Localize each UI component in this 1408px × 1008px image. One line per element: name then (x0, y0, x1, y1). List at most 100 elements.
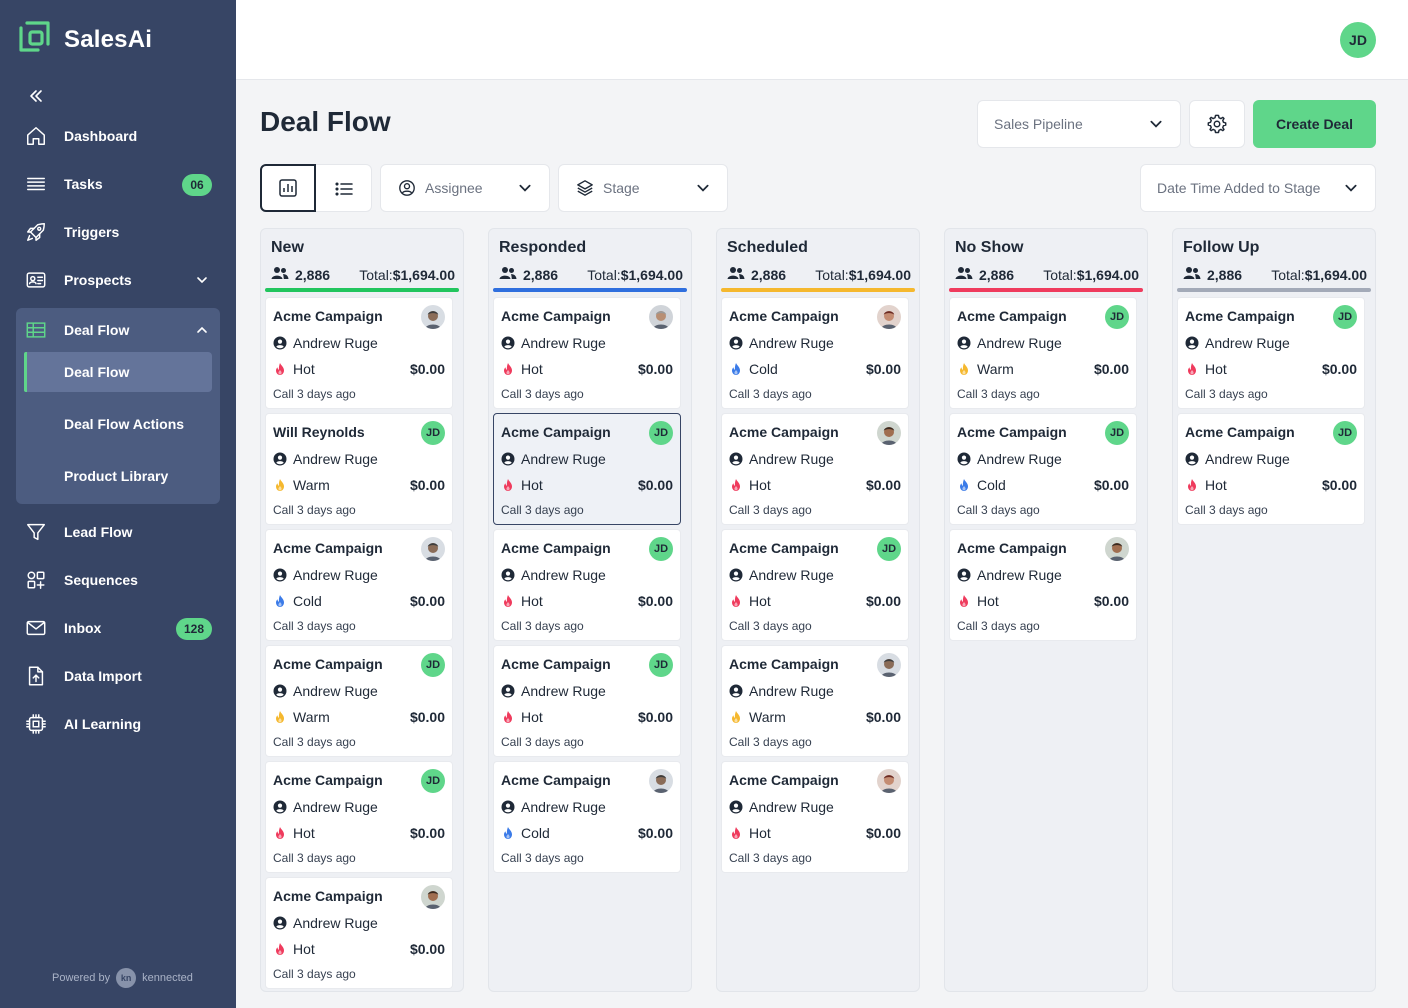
chevron-down-icon (194, 272, 210, 288)
deal-card[interactable]: Acme Campaign JD Andrew Ruge Hot $0.00 Call 3… (493, 529, 681, 641)
sidebar-item-ai-learning[interactable]: AI Learning (16, 702, 220, 746)
gear-icon (1207, 114, 1227, 134)
settings-button[interactable] (1189, 100, 1245, 148)
list-view-button[interactable] (316, 165, 371, 213)
deal-card[interactable]: Acme Campaign JD Andrew Ruge Hot $0.00 Call 3… (721, 529, 909, 641)
sidebar-item-tasks[interactable]: Tasks 06 (16, 162, 220, 206)
deal-temperature-label: Cold (977, 477, 1006, 493)
sidebar-item-prospects[interactable]: Prospects (16, 258, 220, 302)
deal-card[interactable]: Acme Campaign JD Andrew Ruge Hot $0.00 Call 3… (1177, 413, 1365, 525)
pipeline-select[interactable]: Sales Pipeline (977, 100, 1181, 148)
flame-hot-icon (273, 942, 287, 956)
deal-card[interactable]: Acme Campaign Andrew Ruge Cold $0.00 Call 3 … (265, 529, 453, 641)
deal-contact: Andrew Ruge (957, 567, 1062, 583)
stage-column-scheduled: Scheduled 2,886 Total:$1,694.00 Acme Campai… (716, 228, 920, 992)
deal-temperature-label: Hot (293, 825, 315, 841)
assignee-avatar: JD (421, 769, 445, 793)
deal-card[interactable]: Acme Campaign JD Andrew Ruge Hot $0.00 Call 3… (265, 761, 453, 873)
assignee-avatar: JD (1105, 305, 1129, 329)
sidebar-item-sequences[interactable]: Sequences (16, 558, 220, 602)
deal-temperature-label: Hot (521, 709, 543, 725)
stage-total-label: Total: (1043, 266, 1077, 283)
deal-card[interactable]: Acme Campaign JD Andrew Ruge Warm $0.00 Call … (949, 297, 1137, 409)
deal-temperature-label: Hot (749, 477, 771, 493)
deal-contact: Andrew Ruge (729, 799, 834, 815)
sidebar-item-lead-flow[interactable]: Lead Flow (16, 510, 220, 554)
sidebar-item-data-import[interactable]: Data Import (16, 654, 220, 698)
deal-title: Acme Campaign (1185, 424, 1295, 440)
assignee-avatar: JD (1333, 421, 1357, 445)
deal-card[interactable]: Acme Campaign Andrew Ruge Hot $0.00 Call 3 d… (265, 297, 453, 409)
stage-color-bar (1177, 288, 1371, 292)
deal-temperature-label: Hot (521, 593, 543, 609)
deal-card[interactable]: Acme Campaign JD Andrew Ruge Hot $0.00 Call 3… (493, 645, 681, 757)
deal-last-activity: Call 3 days ago (501, 387, 584, 401)
deal-card[interactable]: Acme Campaign Andrew Ruge Hot $0.00 Call 3 d… (721, 761, 909, 873)
deal-contact-name: Andrew Ruge (293, 799, 378, 815)
board-chart-icon (279, 179, 297, 197)
deal-temperature-label: Cold (293, 593, 322, 609)
stage-column-stats: 2,886 Total:$1,694.00 (955, 266, 1139, 283)
stage-deal-count: 2,886 (979, 266, 1015, 283)
deal-card[interactable]: Acme Campaign JD Andrew Ruge Warm $0.00 Call … (265, 645, 453, 757)
deal-contact: Andrew Ruge (729, 335, 834, 351)
deal-last-activity: Call 3 days ago (501, 851, 584, 865)
assignee-avatar: JD (1105, 421, 1129, 445)
board-view-button[interactable] (260, 164, 317, 212)
grid-plus-icon (24, 568, 48, 592)
funnel-icon (24, 520, 48, 544)
stage-column-new: New 2,886 Total:$1,694.00 Acme Campaign Andr… (260, 228, 464, 992)
assignee-avatar (421, 885, 445, 909)
flame-warm-icon (957, 362, 971, 376)
deal-card[interactable]: Acme Campaign Andrew Ruge Cold $0.00 Call 3 … (721, 297, 909, 409)
deal-card[interactable]: Acme Campaign JD Andrew Ruge Hot $0.00 Call 3… (493, 413, 681, 525)
stage-filter[interactable]: Stage (558, 164, 728, 212)
deal-card[interactable]: Will Reynolds JD Andrew Ruge Warm $0.00 Call … (265, 413, 453, 525)
user-avatar[interactable]: JD (1340, 22, 1376, 58)
assignee-avatar (877, 769, 901, 793)
sort-select[interactable]: Date Time Added to Stage (1140, 164, 1376, 212)
assignee-filter[interactable]: Assignee (380, 164, 550, 212)
chip-icon (24, 712, 48, 736)
deal-contact: Andrew Ruge (501, 335, 606, 351)
sidebar-item-triggers[interactable]: Triggers (16, 210, 220, 254)
sidebar-item-inbox[interactable]: Inbox 128 (16, 606, 220, 650)
sidebar-subitem-product-library[interactable]: Product Library (64, 468, 169, 484)
flame-warm-icon (729, 710, 743, 724)
assignee-avatar (649, 305, 673, 329)
deal-card[interactable]: Acme Campaign Andrew Ruge Warm $0.00 Call 3 … (721, 645, 909, 757)
stage-column-stats: 2,886 Total:$1,694.00 (271, 266, 455, 283)
sidebar-item-dashboard[interactable]: Dashboard (16, 114, 220, 158)
sidebar-subitem-deal-flow[interactable]: Deal Flow (24, 352, 212, 392)
assignee-avatar: JD (649, 653, 673, 677)
deal-last-activity: Call 3 days ago (729, 387, 812, 401)
deal-title: Acme Campaign (501, 540, 611, 556)
deal-card[interactable]: Acme Campaign Andrew Ruge Hot $0.00 Call 3 d… (265, 877, 453, 989)
deal-contact-name: Andrew Ruge (521, 683, 606, 699)
deal-card[interactable]: Acme Campaign JD Andrew Ruge Cold $0.00 Call … (949, 413, 1137, 525)
deal-temperature: Cold (501, 825, 550, 841)
assignee-avatar (421, 305, 445, 329)
deal-temperature-label: Hot (293, 941, 315, 957)
deal-title: Acme Campaign (957, 308, 1067, 324)
deal-card[interactable]: Acme Campaign JD Andrew Ruge Hot $0.00 Call 3… (1177, 297, 1365, 409)
flame-hot-icon (1185, 478, 1199, 492)
deal-temperature: Hot (273, 361, 315, 377)
deal-contact-name: Andrew Ruge (977, 335, 1062, 351)
collapse-sidebar-button[interactable] (24, 84, 48, 108)
brand[interactable]: SalesAi (18, 20, 152, 59)
sidebar-item-deal-flow[interactable]: Deal Flow (16, 308, 220, 352)
create-deal-button[interactable]: Create Deal (1253, 100, 1376, 148)
deal-amount: $0.00 (409, 941, 445, 957)
deal-contact-name: Andrew Ruge (749, 683, 834, 699)
deal-card[interactable]: Acme Campaign Andrew Ruge Cold $0.00 Call 3 … (493, 761, 681, 873)
deal-temperature: Warm (729, 709, 786, 725)
deal-card[interactable]: Acme Campaign Andrew Ruge Hot $0.00 Call 3 d… (721, 413, 909, 525)
sidebar-item-label: Deal Flow (64, 322, 130, 338)
deal-card[interactable]: Acme Campaign Andrew Ruge Hot $0.00 Call 3 d… (949, 529, 1137, 641)
deal-card[interactable]: Acme Campaign Andrew Ruge Hot $0.00 Call 3 d… (493, 297, 681, 409)
chevron-down-icon (517, 180, 533, 196)
flame-warm-icon (273, 710, 287, 724)
deal-title: Acme Campaign (501, 424, 611, 440)
sidebar-subitem-deal-flow-actions[interactable]: Deal Flow Actions (64, 416, 185, 432)
